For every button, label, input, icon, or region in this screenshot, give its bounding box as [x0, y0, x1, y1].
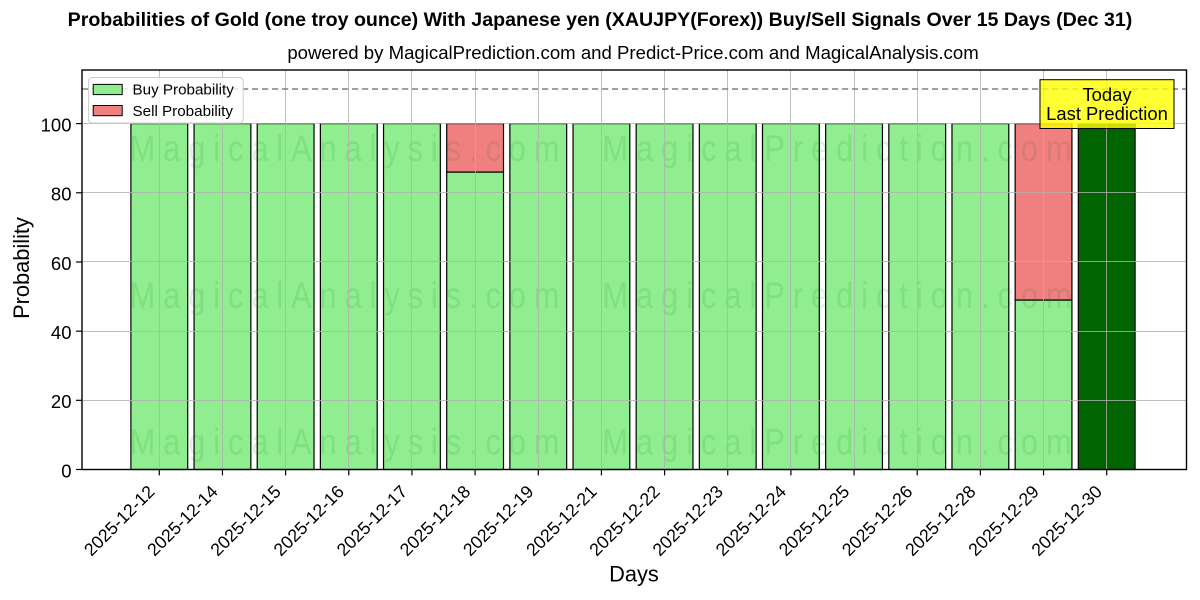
svg-text:MagicalAnalysis.com: MagicalAnalysis.com — [130, 128, 568, 170]
svg-text:Buy Probability: Buy Probability — [133, 82, 235, 99]
svg-text:MagicalPrediction.com: MagicalPrediction.com — [602, 128, 1079, 170]
svg-text:Sell Probability: Sell Probability — [133, 103, 234, 120]
svg-text:80: 80 — [51, 184, 72, 205]
svg-text:40: 40 — [51, 322, 72, 343]
svg-text:Days: Days — [609, 562, 659, 587]
svg-text:20: 20 — [51, 391, 72, 412]
svg-text:MagicalPrediction.com: MagicalPrediction.com — [602, 422, 1079, 464]
svg-text:Probabilities of Gold (one tro: Probabilities of Gold (one troy ounce) W… — [68, 9, 1133, 31]
svg-text:100: 100 — [41, 114, 72, 135]
svg-text:MagicalAnalysis.com: MagicalAnalysis.com — [130, 275, 568, 317]
svg-text:0: 0 — [61, 460, 71, 481]
svg-text:60: 60 — [51, 253, 72, 274]
svg-text:powered by MagicalPrediction.c: powered by MagicalPrediction.com and Pre… — [287, 42, 978, 63]
svg-text:Probability: Probability — [9, 217, 34, 319]
svg-text:MagicalPrediction.com: MagicalPrediction.com — [602, 275, 1079, 317]
svg-text:MagicalAnalysis.com: MagicalAnalysis.com — [130, 422, 568, 464]
svg-text:Last Prediction: Last Prediction — [1046, 103, 1168, 124]
svg-text:Today: Today — [1082, 84, 1132, 105]
